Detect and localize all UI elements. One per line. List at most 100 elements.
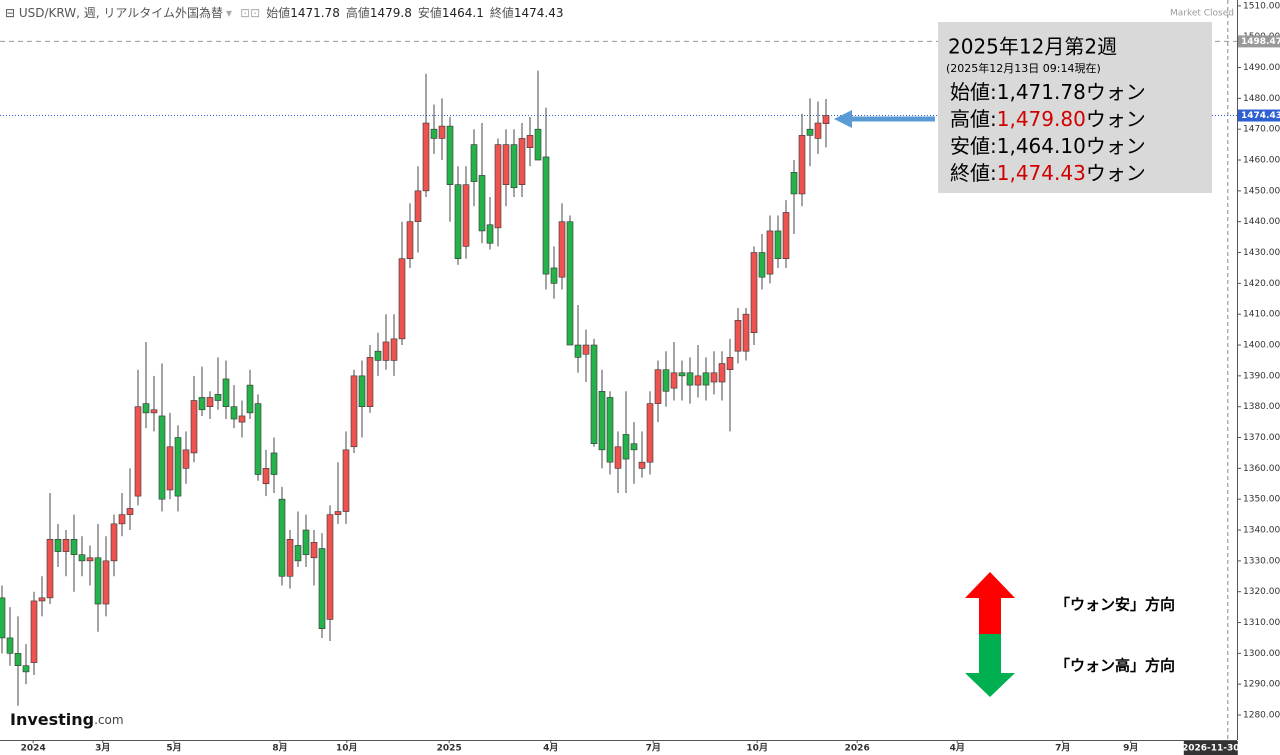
info-row: 高値:1,479.80ウォン [950, 107, 1146, 131]
field-value: 1471.78 [290, 6, 340, 20]
candle-body [606, 397, 614, 463]
x-tick-label: 2025 [437, 744, 462, 754]
price-label-bg [1238, 109, 1280, 122]
candle-body [294, 545, 302, 562]
candle-body [670, 372, 678, 389]
info-row: 安値:1,464.10ウォン [950, 134, 1146, 158]
candle-body [494, 144, 502, 229]
candle-body [622, 434, 630, 460]
header-text: ⊟ USD/KRW, 週, リアルタイム外国為替 ▾ ⊡⊡ 始値1471.78 高値14… [5, 5, 564, 20]
x-tick-label: 9月 [1123, 743, 1138, 754]
candle-body [638, 461, 646, 469]
candle-body [806, 128, 814, 136]
candle-body [510, 144, 518, 189]
info-row: 始値:1,471.78ウォン [950, 80, 1146, 104]
info-row-unit: ウォン [1086, 161, 1146, 185]
y-tick-label: 1300.00 [1243, 649, 1280, 659]
candle-body [566, 221, 574, 346]
candle-body [334, 511, 342, 515]
candle-body [654, 369, 662, 404]
field-value: 1474.43 [514, 6, 564, 20]
candle-body [718, 363, 726, 383]
field-value: 1464.1 [442, 6, 484, 20]
candle-body [198, 397, 206, 411]
candle-body [326, 514, 334, 620]
candle-body [590, 344, 598, 444]
candle-body [598, 390, 606, 451]
y-tick-label: 1390.00 [1243, 371, 1280, 381]
info-row: 終値:1,474.43ウォン [950, 161, 1146, 185]
candle-body [750, 252, 758, 333]
candle-body [678, 372, 686, 377]
candle-body [734, 320, 742, 352]
candle-body [462, 184, 470, 247]
info-row-name: 終値: [950, 161, 997, 185]
candle-body [374, 350, 382, 361]
info-row-value: 1,474.43 [997, 161, 1086, 185]
candle-body [270, 452, 278, 475]
candle-body [190, 400, 198, 454]
brand-name: Investing [10, 710, 94, 729]
field-value: 1479.8 [370, 6, 412, 20]
y-tick-label: 1430.00 [1243, 248, 1280, 258]
candle-body [262, 468, 270, 485]
x-tick-label: 8月 [272, 743, 287, 754]
candle-body [30, 600, 38, 663]
candle-body [782, 212, 790, 259]
y-tick-label: 1370.00 [1243, 433, 1280, 443]
candle-body [214, 394, 222, 401]
price-label: 1474.43 [1241, 111, 1280, 121]
candle-body [430, 128, 438, 139]
up-arrow [965, 572, 1015, 634]
y-tick-label: 1480.00 [1243, 94, 1280, 104]
y-tick-label: 1360.00 [1243, 464, 1280, 474]
field-name: 安値 [418, 5, 442, 20]
candle-body [278, 498, 286, 577]
brand-suffix: .com [94, 713, 123, 727]
candle-body [318, 548, 326, 629]
y-tick-label: 1490.00 [1243, 63, 1280, 73]
y-tick-label: 1280.00 [1243, 711, 1280, 721]
info-row-value: 1,471.78 [997, 80, 1086, 104]
candle-body [246, 384, 254, 414]
brand: Investing.com [10, 710, 124, 729]
candle-body [470, 144, 478, 182]
candle-body [70, 538, 78, 555]
x-tick-label: 2024 [21, 744, 46, 754]
candle-body [350, 375, 358, 448]
candle-body [94, 557, 102, 605]
x-tick-label: 4月 [950, 743, 965, 754]
info-row-name: 安値: [950, 134, 997, 158]
candle-body [286, 538, 294, 577]
candle-body [222, 378, 230, 407]
candle-body [790, 172, 798, 195]
x-tick-label: 2026 [845, 744, 870, 754]
candle-body [702, 372, 710, 386]
candle-body [182, 449, 190, 469]
candle-body [558, 221, 566, 278]
candle-body [86, 557, 94, 562]
annotation: 「ウォン安」方向 [1055, 596, 1175, 614]
y-tick-label: 1290.00 [1243, 680, 1280, 690]
y-tick-label: 1340.00 [1243, 526, 1280, 536]
candle-body [238, 415, 246, 423]
candle-body [630, 443, 638, 451]
candle-body [726, 357, 734, 370]
info-title: 2025年12月第2週 [948, 35, 1117, 59]
header: ⊟ USD/KRW, 週, リアルタイム外国為替 ▾ ⊡⊡ 始値1471.78 高値14… [5, 5, 1234, 20]
candle-body [686, 372, 694, 386]
y-tick-label: 1310.00 [1243, 618, 1280, 628]
candle-body [6, 637, 14, 654]
symbol: USD/KRW, 週, リアルタイム外国為替 [19, 6, 223, 20]
candle-body [118, 514, 126, 525]
x-tick-label: 10月 [336, 743, 358, 754]
candle-body [206, 397, 214, 407]
candle-body [54, 538, 62, 552]
candle-body [158, 415, 166, 500]
x-tick-label: 4月 [543, 743, 558, 754]
candle-body [614, 446, 622, 469]
candle-body [342, 449, 350, 512]
y-tick-label: 1440.00 [1243, 217, 1280, 227]
market-status: Market Closed [1170, 9, 1234, 19]
